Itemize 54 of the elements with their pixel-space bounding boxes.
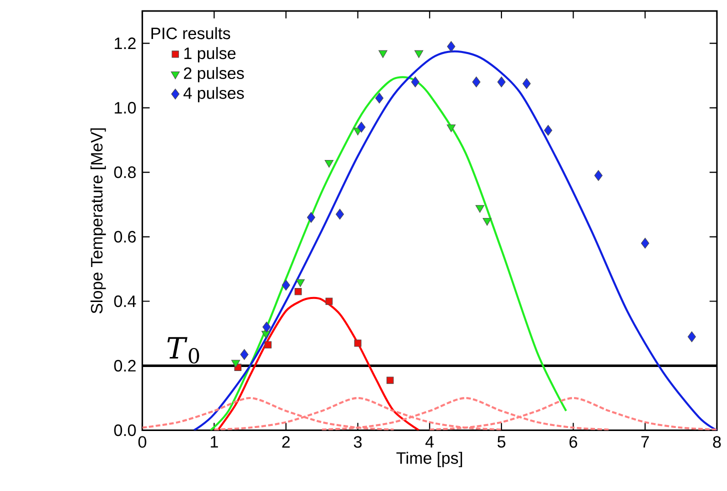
point [411,76,420,88]
point [306,212,316,223]
x-tick-label: 1 [210,436,218,448]
point [640,238,650,249]
point [688,331,696,342]
x-tick-label: 3 [354,436,362,448]
line-series [216,296,420,430]
y-tick-label: 0.8 [114,166,136,178]
point [476,205,484,213]
legend-label: 2 pulses [184,66,244,82]
y-tick-label: 0.0 [114,424,136,436]
legend-label: 1 pulse [184,47,236,62]
point [482,218,492,226]
point [446,124,456,132]
y-tick-label: 0.4 [114,295,136,308]
point [231,360,240,368]
point [544,124,552,136]
y-axis-title: Slope Temperature [MeV] [90,128,106,314]
point [294,288,302,296]
x-tick-label: 6 [570,436,578,448]
legend-label: 4 pulses [183,86,244,102]
y-tick-label: 1.2 [114,38,136,50]
x-tick-label: 0 [138,436,146,448]
point [262,322,271,332]
legend-title: PIC results [151,27,230,40]
point [414,50,424,58]
point [375,92,384,104]
y-tick-label: 0.6 [114,230,136,243]
point [497,76,506,88]
x-tick-label: 2 [282,436,290,448]
x-tick-label: 7 [641,436,649,448]
point [326,298,333,305]
x-tick-label: 8 [713,436,721,448]
point [522,78,531,90]
point [261,330,270,339]
point [447,41,456,52]
point [336,208,344,220]
point [240,349,248,360]
point [472,76,480,88]
point [282,280,290,291]
point [296,279,305,287]
point [324,160,334,168]
point [354,340,362,347]
y-tick-label: 1.0 [114,102,136,114]
point [378,50,388,58]
x-tick-label: 4 [425,436,434,448]
point [594,170,603,181]
x-tick-label: 5 [498,436,506,448]
x-axis-title: Time [ps] [396,452,462,468]
point [264,341,272,348]
point [357,122,366,133]
y-tick-label: 0.2 [114,360,136,372]
point [386,376,394,384]
ref-line-label: T$_{0}$ [167,337,200,364]
